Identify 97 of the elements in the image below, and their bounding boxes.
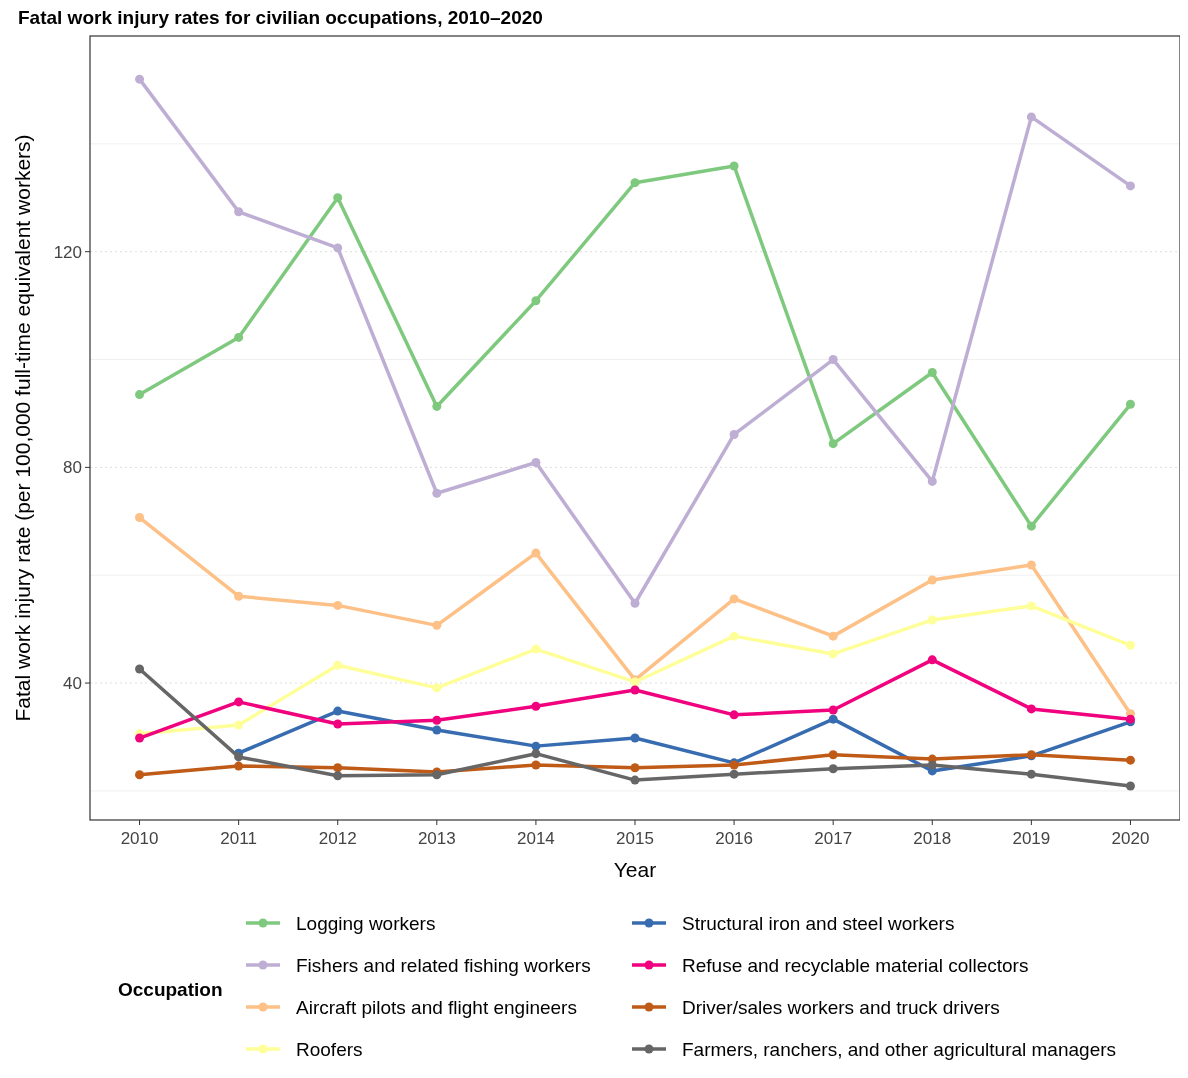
legend-label: Roofers [296, 1039, 363, 1060]
point [927, 575, 937, 585]
point [234, 207, 244, 217]
x-tick-label: 2012 [318, 829, 357, 848]
point [828, 355, 838, 365]
point [432, 620, 442, 630]
x-tick-label: 2018 [913, 829, 952, 848]
point [432, 725, 442, 735]
point [135, 513, 145, 523]
point [234, 752, 244, 762]
point [630, 775, 640, 785]
point [1026, 601, 1036, 611]
point [1125, 755, 1135, 765]
legend-label: Structural iron and steel workers [682, 913, 955, 934]
point [729, 594, 739, 604]
point [1026, 521, 1036, 531]
x-tick-label: 2017 [814, 829, 853, 848]
y-tick-label: 40 [63, 674, 82, 694]
y-axis-title: Fatal work injury rate (per 100,000 full-time equivalent workers) [11, 134, 34, 722]
point [531, 644, 541, 654]
point [927, 615, 937, 625]
point [135, 770, 145, 780]
legend-label: Aircraft pilots and flight engineers [296, 997, 577, 1018]
chart-title: Fatal work injury rates for civilian occupations, 2010–2020 [18, 7, 543, 28]
point [333, 706, 343, 716]
point [1125, 781, 1135, 791]
point [234, 332, 244, 342]
point [432, 488, 442, 498]
point [333, 771, 343, 781]
point [729, 429, 739, 439]
point [828, 649, 838, 659]
x-tick-label: 2016 [715, 829, 753, 848]
y-tick-label: 80 [63, 458, 82, 478]
point [1125, 640, 1135, 650]
point [333, 193, 343, 203]
point [432, 683, 442, 693]
legend-label: Refuse and recyclable material collectors [682, 955, 1029, 976]
point [135, 664, 145, 674]
point [729, 710, 739, 720]
point [531, 296, 541, 306]
point [927, 367, 937, 377]
x-axis-title: Year [613, 858, 657, 881]
point [531, 458, 541, 468]
point [1026, 560, 1036, 570]
x-tick-label: 2011 [220, 829, 257, 848]
point [135, 390, 145, 400]
point [531, 760, 541, 770]
point [828, 705, 838, 715]
point [234, 761, 244, 771]
legend-label: Logging workers [296, 913, 436, 934]
point [828, 750, 838, 760]
point [828, 714, 838, 724]
point [333, 719, 343, 729]
point [1026, 769, 1036, 779]
point [1125, 399, 1135, 409]
point [531, 548, 541, 558]
point [135, 733, 145, 743]
point [234, 697, 244, 707]
point [135, 74, 145, 84]
point [531, 701, 541, 711]
point [432, 401, 442, 411]
legend-label: Farmers, ranchers, and other agricultural managers [682, 1039, 1117, 1060]
point [630, 598, 640, 608]
point [234, 591, 244, 601]
x-tick-label: 2014 [517, 829, 555, 848]
point [630, 763, 640, 773]
point [333, 660, 343, 670]
point [729, 161, 739, 171]
point [234, 720, 244, 730]
point [729, 631, 739, 641]
point [531, 749, 541, 759]
point [828, 439, 838, 449]
y-tick-label: 120 [53, 242, 82, 262]
x-tick-label: 2010 [120, 829, 159, 848]
point [828, 764, 838, 774]
point [432, 715, 442, 725]
point [927, 760, 937, 770]
legend-label: Driver/sales workers and truck drivers [682, 997, 1000, 1018]
point [630, 733, 640, 743]
point [1026, 704, 1036, 714]
point [333, 763, 343, 773]
point [729, 769, 739, 779]
point [1026, 112, 1036, 122]
x-tick-label: 2019 [1012, 829, 1051, 848]
point [927, 476, 937, 486]
x-tick-label: 2015 [616, 829, 654, 848]
point [333, 600, 343, 610]
x-tick-label: 2020 [1111, 829, 1150, 848]
x-tick-label: 2013 [417, 829, 456, 848]
legend-label: Fishers and related fishing workers [296, 955, 591, 976]
point [333, 243, 343, 253]
legend-title: Occupation [118, 979, 223, 1000]
point [828, 631, 838, 641]
point [1125, 181, 1135, 191]
point [927, 655, 937, 665]
point [630, 178, 640, 188]
point [630, 685, 640, 695]
